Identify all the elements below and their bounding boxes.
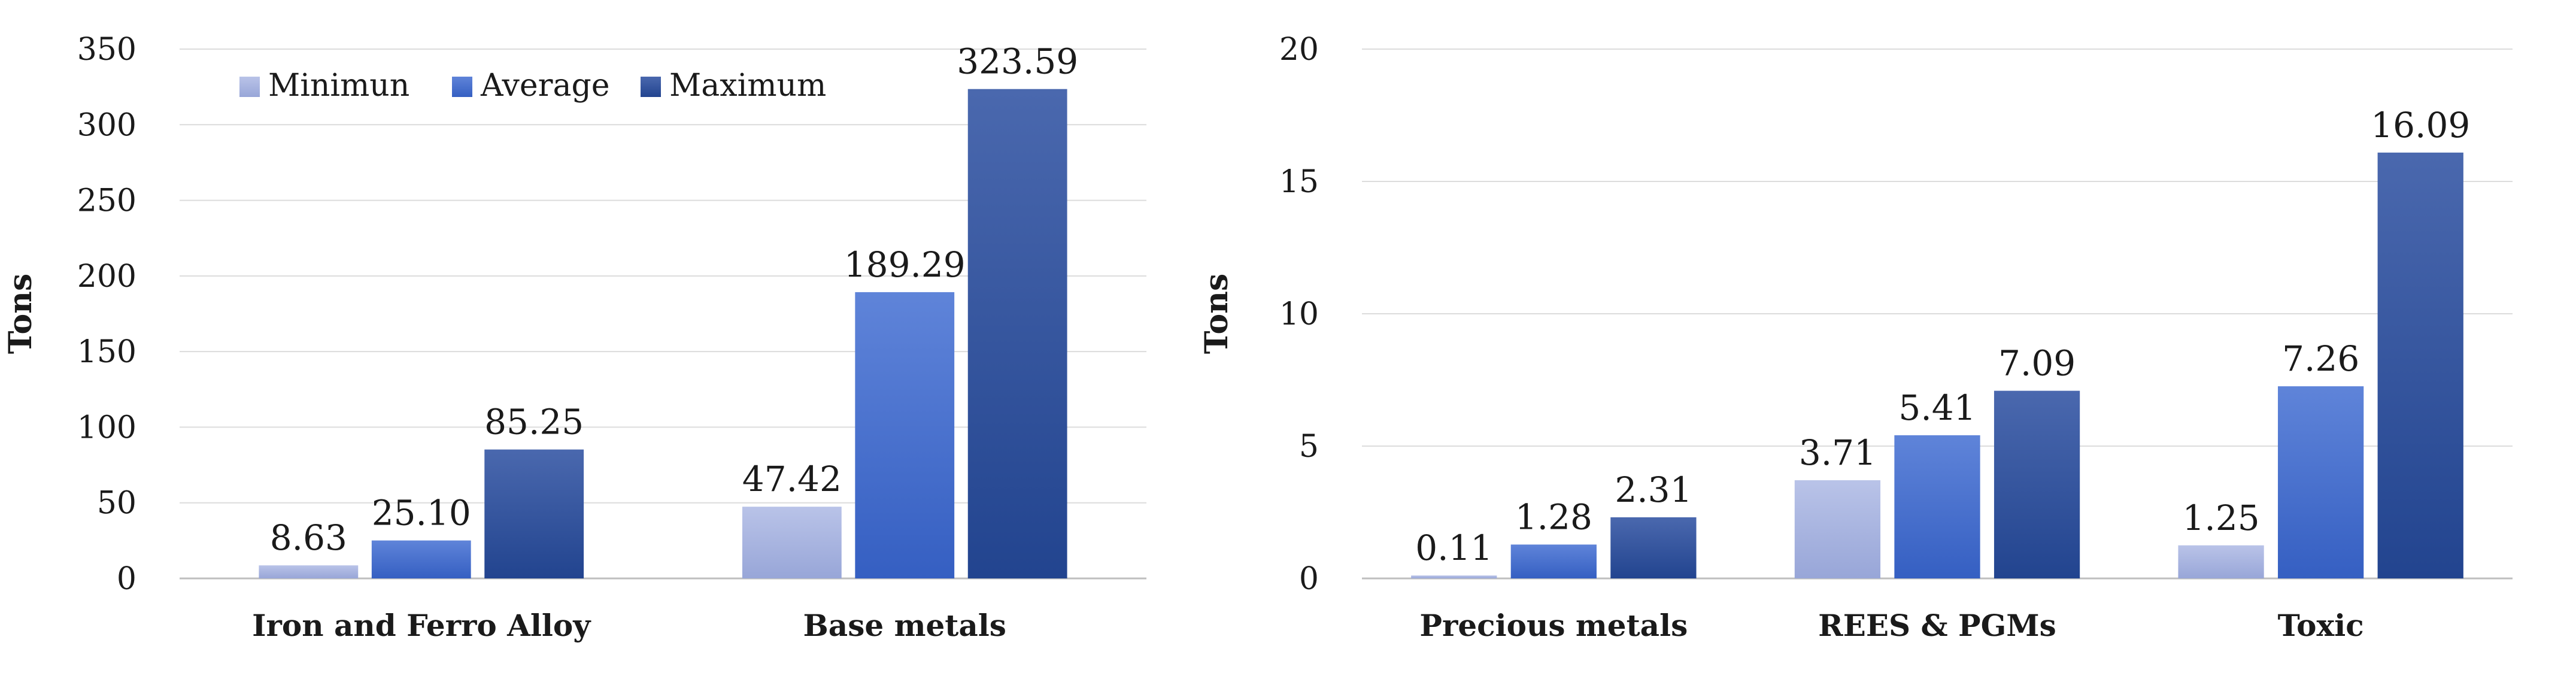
data-label: 8.63 [270,517,347,558]
legend-label: Minimun [268,68,409,104]
legend-swatch [239,77,260,97]
x-category-label: Precious metals [1419,608,1688,643]
bar-average-toxic [2278,386,2364,578]
data-label: 2.31 [1615,469,1692,510]
y-axis-label: Tons [1199,274,1235,354]
data-label: 3.71 [1799,432,1876,473]
bar-maximum-iron-and-ferro-alloy [484,449,584,578]
legend-label: Average [480,68,610,104]
y-tick-label: 100 [77,410,136,445]
bar-minimun-precious-metals [1411,575,1497,578]
bar-average-base-metals [855,292,955,578]
data-label: 85.25 [484,402,584,442]
bar-maximum-precious-metals [1610,517,1697,578]
bar-minimun-base-metals [742,507,842,578]
bar-average-precious-metals [1510,544,1597,578]
data-label: 7.09 [1998,343,2076,384]
data-label: 1.28 [1515,496,1592,537]
y-tick-label: 50 [97,486,136,522]
bar-minimun-iron-and-ferro-alloy [259,565,359,578]
y-tick-label: 200 [77,259,136,295]
data-label: 189.29 [844,244,966,285]
bar-minimun-toxic [2178,545,2264,578]
legend-label: Maximum [669,68,826,104]
chart-right: 0 5 10 15 20 Tons 0.11 1.28 2.31 Precious metals 3… [1199,32,2513,643]
bar-average-iron-and-ferro-alloy [371,540,471,578]
data-label: 323.59 [957,41,1078,82]
bar-minimun-rees-pgms [1794,480,1881,578]
y-tick-label: 5 [1299,429,1319,465]
data-label: 25.10 [372,493,471,534]
data-label: 47.42 [742,459,842,499]
x-category-label: Base metals [803,608,1006,643]
bar-average-rees-pgms [1894,435,1980,578]
data-label: 0.11 [1415,528,1492,568]
y-tick-label: 20 [1279,32,1319,68]
data-label: 5.41 [1898,387,1976,428]
y-tick-label: 150 [77,334,136,370]
bar-maximum-rees-pgms [1994,390,2080,578]
bar-maximum-toxic [2377,152,2463,578]
x-category-label: Toxic [2278,608,2364,643]
x-category-label: REES & PGMs [1818,608,2056,643]
y-tick-label: 0 [1299,561,1319,597]
y-tick-label: 0 [117,561,136,597]
data-label: 16.09 [2371,105,2470,146]
data-label: 7.26 [2282,338,2359,379]
y-tick-label: 250 [77,183,136,219]
y-tick-label: 10 [1279,296,1319,332]
legend-swatch [452,77,472,97]
bar-maximum-base-metals [967,89,1067,579]
chart-left: 0 50 100 150 200 250 300 350 Tons 8.63 25.10 85.25 I… [2,32,1146,643]
data-label: 1.25 [2183,498,2260,538]
y-tick-label: 300 [77,107,136,143]
x-category-label: Iron and Ferro Alloy [252,608,591,643]
y-tick-label: 15 [1279,164,1319,200]
legend-swatch [641,77,661,97]
y-tick-label: 350 [77,32,136,68]
y-axis-label: Tons [2,274,39,354]
